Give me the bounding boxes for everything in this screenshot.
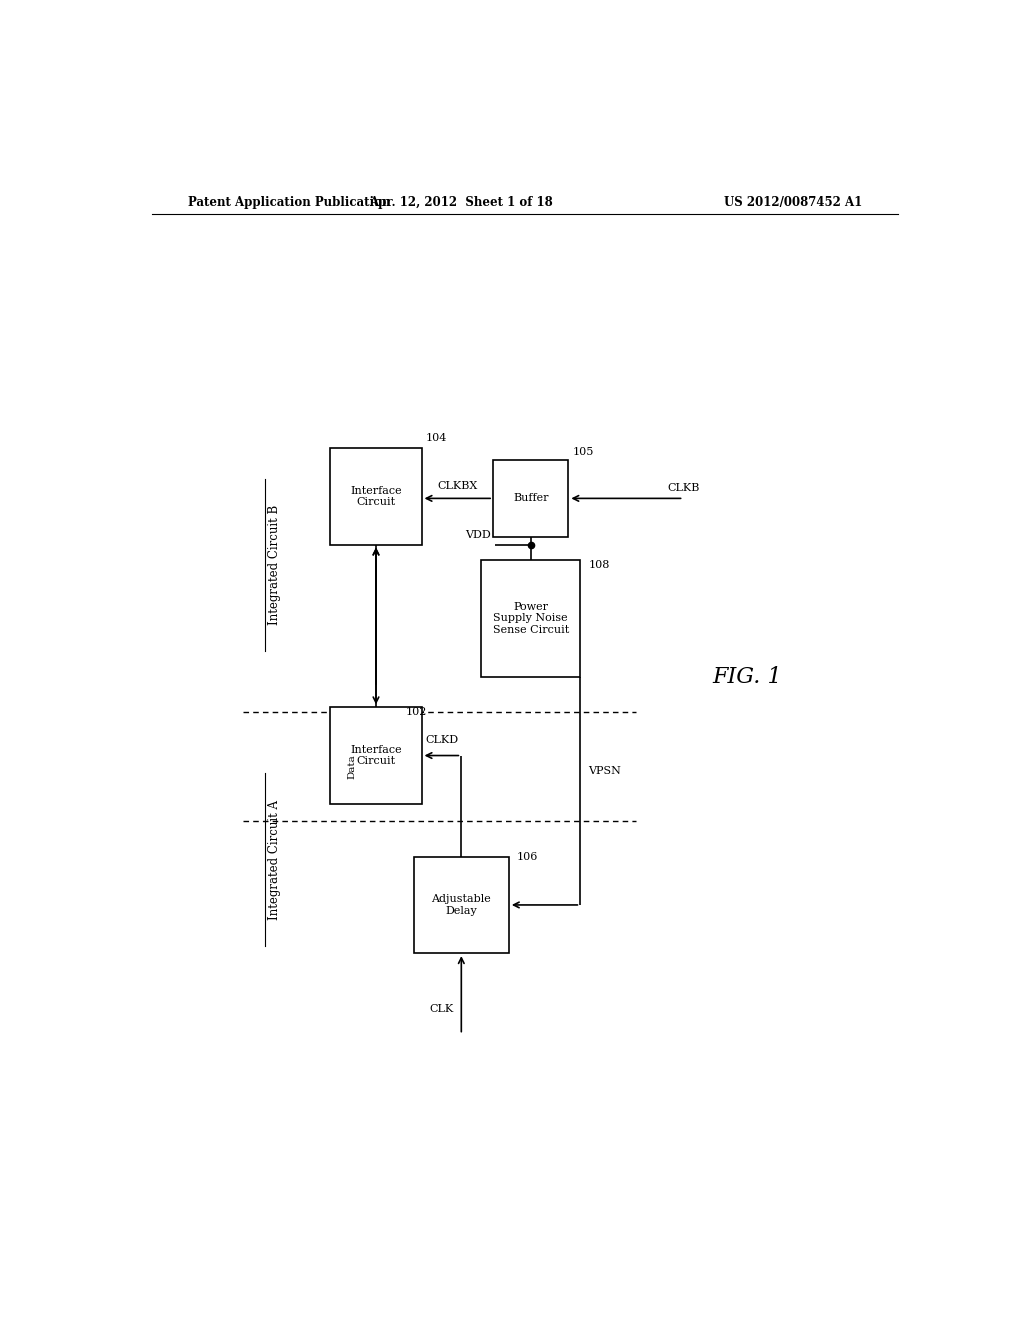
Bar	[481, 560, 581, 677]
Text: Interface
Circuit: Interface Circuit	[350, 744, 401, 767]
Text: 102: 102	[406, 708, 427, 718]
Text: Integrated Circuit B: Integrated Circuit B	[268, 504, 282, 626]
Text: Data: Data	[347, 754, 356, 779]
Text: 106: 106	[517, 851, 539, 862]
Bar	[414, 857, 509, 953]
Text: VPSN: VPSN	[588, 766, 622, 776]
Text: VDD: VDD	[465, 529, 492, 540]
Text: CLKD: CLKD	[425, 735, 458, 746]
Text: Apr. 12, 2012  Sheet 1 of 18: Apr. 12, 2012 Sheet 1 of 18	[370, 195, 553, 209]
Text: CLKB: CLKB	[668, 483, 700, 494]
Text: Power
Supply Noise
Sense Circuit: Power Supply Noise Sense Circuit	[493, 602, 569, 635]
Text: Interface
Circuit: Interface Circuit	[350, 486, 401, 507]
Text: Patent Application Publication: Patent Application Publication	[187, 195, 390, 209]
Text: 104: 104	[426, 433, 446, 444]
Text: CLK: CLK	[429, 1005, 454, 1014]
Text: 108: 108	[588, 560, 609, 570]
Text: US 2012/0087452 A1: US 2012/0087452 A1	[724, 195, 862, 209]
Bar	[331, 447, 422, 545]
Text: Buffer: Buffer	[513, 494, 549, 503]
Text: CLKBX: CLKBX	[437, 482, 477, 491]
Text: Adjustable
Delay: Adjustable Delay	[431, 894, 492, 916]
Text: Integrated Circuit A: Integrated Circuit A	[268, 800, 282, 920]
Text: 105: 105	[572, 447, 594, 457]
Bar	[331, 708, 422, 804]
Bar	[494, 461, 568, 536]
Text: FIG. 1: FIG. 1	[713, 665, 781, 688]
